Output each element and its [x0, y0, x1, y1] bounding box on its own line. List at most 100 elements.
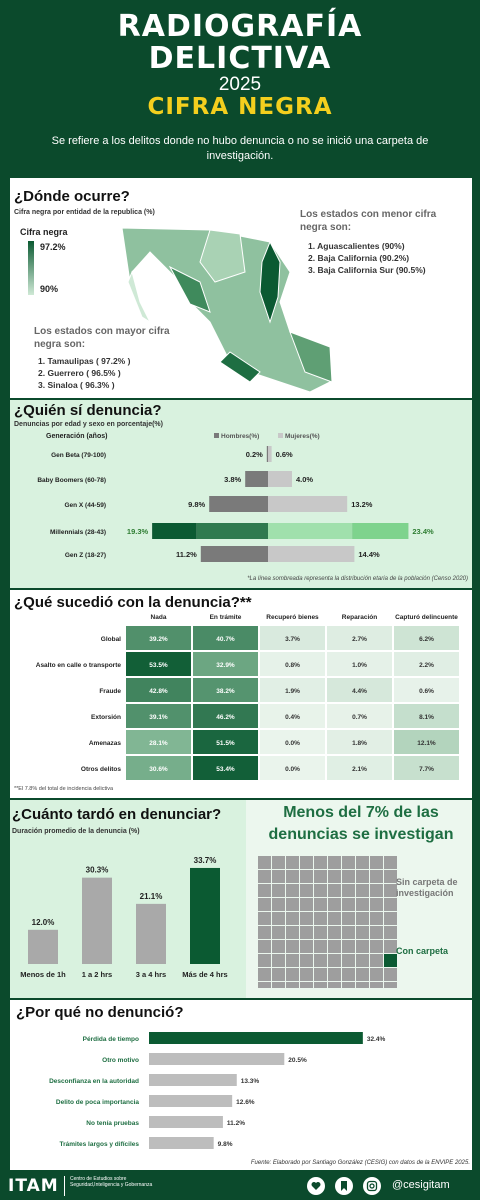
waffle-cell-sin — [286, 856, 299, 869]
waffle-cell-sin — [328, 940, 341, 953]
waffle-cell-sin — [286, 968, 299, 981]
bar-mujeres — [268, 546, 355, 562]
menor-item: 2. Baja California (90.2%) — [308, 253, 410, 263]
heatmap-cell — [193, 730, 258, 754]
waffle-cell-sin — [300, 926, 313, 939]
instagram-icon[interactable] — [362, 1176, 382, 1196]
waffle-cell-sin — [300, 954, 313, 967]
waffle-cell-sin — [342, 940, 355, 953]
heatmap-cell — [327, 626, 392, 650]
mayor-item: 3. Sinaloa ( 96.3% ) — [38, 380, 115, 390]
bar-mujeres — [268, 446, 272, 462]
heatmap-cell — [193, 678, 258, 702]
waffle-cell-sin — [342, 912, 355, 925]
reason-label: Otro motivo — [102, 1057, 139, 1064]
heatmap-cell — [394, 626, 459, 650]
waffle-cell-sin — [272, 954, 285, 967]
cell-label: 53.5% — [149, 662, 168, 669]
waffle-cell-sin — [356, 898, 369, 911]
waffle-cell-sin — [370, 898, 383, 911]
bookmark-icon[interactable] — [334, 1176, 354, 1196]
heatmap-cell — [327, 756, 392, 780]
bar-hombres — [209, 496, 268, 512]
cell-label: 1.0% — [352, 662, 367, 669]
waffle-cell-sin — [286, 884, 299, 897]
cell-label: 4.4% — [352, 688, 367, 695]
cell-label: 0.4% — [285, 714, 300, 721]
waffle-cell-sin — [370, 870, 383, 883]
heatmap-cell — [327, 730, 392, 754]
quien-subtitle: Denuncias por edad y sexo en porcentaje(… — [14, 421, 163, 428]
legend-gradient — [28, 241, 34, 295]
waffle-cell-sin — [384, 968, 397, 981]
reason-bar — [149, 1074, 237, 1086]
investigan-title: Menos del 7% de las denuncias se investi… — [268, 804, 454, 843]
cell-label: 8.1% — [419, 714, 434, 721]
category-label: Gen Z (18-27) — [65, 552, 106, 559]
cesig-name: Centro de Estudios sobre Seguridad,Intel… — [70, 1176, 153, 1188]
waffle-cell-sin — [300, 898, 313, 911]
bar-mujeres — [268, 496, 348, 512]
waffle-cell-sin — [370, 982, 383, 988]
reason-bar — [149, 1116, 223, 1128]
label-hombres: 0.2% — [246, 450, 263, 459]
waffle-cell-sin — [300, 884, 313, 897]
label-hombres: 19.3% — [127, 527, 149, 536]
legend-max: 97.2% — [40, 242, 66, 252]
cell-label: 3.7% — [285, 636, 300, 643]
waffle-cell-sin — [356, 968, 369, 981]
label-mujeres: 0.6% — [276, 450, 293, 459]
bar-hombres-hl — [196, 523, 268, 539]
bar-mujeres — [268, 471, 292, 487]
menor-list: 1. Aguascalientes (90%) 2. Baja Californ… — [308, 240, 426, 276]
waffle-cell-sin — [314, 982, 327, 988]
waffle-cell-sin — [300, 912, 313, 925]
column-header: Recuperó bienes — [266, 614, 319, 621]
waffle-cell-sin — [342, 870, 355, 883]
duration-bar — [136, 903, 166, 964]
legend-mujeres-swatch — [278, 433, 283, 438]
cell-label: 39.2% — [149, 636, 168, 643]
duration-chart: 12.0% Menos de 1h 30.3% 1 a 2 hrs 21.1% 3 a 4… — [20, 856, 227, 979]
heatmap-cell — [394, 678, 459, 702]
cell-label: 2.7% — [352, 636, 367, 643]
waffle-cell-sin — [272, 898, 285, 911]
heatmap-chart: Nada En trámite Recuperó bienes Reparación C… — [36, 614, 459, 780]
duration-category: Menos de 1h — [20, 970, 66, 979]
reason-label: Desconfianza en la autoridad — [49, 1078, 139, 1085]
waffle-cell-sin — [356, 884, 369, 897]
duration-category: 1 a 2 hrs — [82, 970, 112, 979]
heatmap-cell — [260, 730, 325, 754]
legend-hombres-swatch — [214, 433, 219, 438]
waffle-cell-sin — [370, 856, 383, 869]
heatmap-cell — [394, 652, 459, 676]
reason-value: 12.6% — [236, 1099, 255, 1106]
title-line-2: DELICTIVA — [148, 41, 332, 76]
waffle-cell-sin — [272, 926, 285, 939]
heatmap-cell — [394, 756, 459, 780]
waffle-cell-sin — [286, 954, 299, 967]
waffle-cell-sin — [258, 982, 271, 988]
waffle-cell-sin — [356, 982, 369, 988]
duration-category: Más de 4 hrs — [182, 970, 227, 979]
row-label: Extorsión — [91, 714, 121, 721]
row-label: Otros delitos — [81, 766, 121, 773]
heart-icon[interactable] — [306, 1176, 326, 1196]
waffle-cell-sin — [370, 884, 383, 897]
waffle-cell-sin — [314, 940, 327, 953]
waffle-cell-sin — [328, 898, 341, 911]
waffle-cell-sin — [328, 982, 341, 988]
waffle-cell-sin — [342, 968, 355, 981]
waffle-cell-sin — [356, 926, 369, 939]
waffle-cell-sin — [258, 898, 271, 911]
waffle-cell-sin — [342, 954, 355, 967]
category-label: Millennials (28-43) — [50, 529, 106, 536]
bar-hombres — [266, 446, 268, 462]
waffle-cell-sin — [272, 884, 285, 897]
cell-label: 28.1% — [149, 740, 168, 747]
donde-panel: ¿Dónde ocurre? Cifra negra por entidad d… — [10, 178, 472, 398]
source-note: Fuente: Elaborado por Santiago González … — [250, 1160, 470, 1166]
heatmap-cell — [327, 704, 392, 728]
waffle-cell-sin — [328, 968, 341, 981]
social-handle[interactable]: @cesigitam — [392, 1179, 450, 1191]
